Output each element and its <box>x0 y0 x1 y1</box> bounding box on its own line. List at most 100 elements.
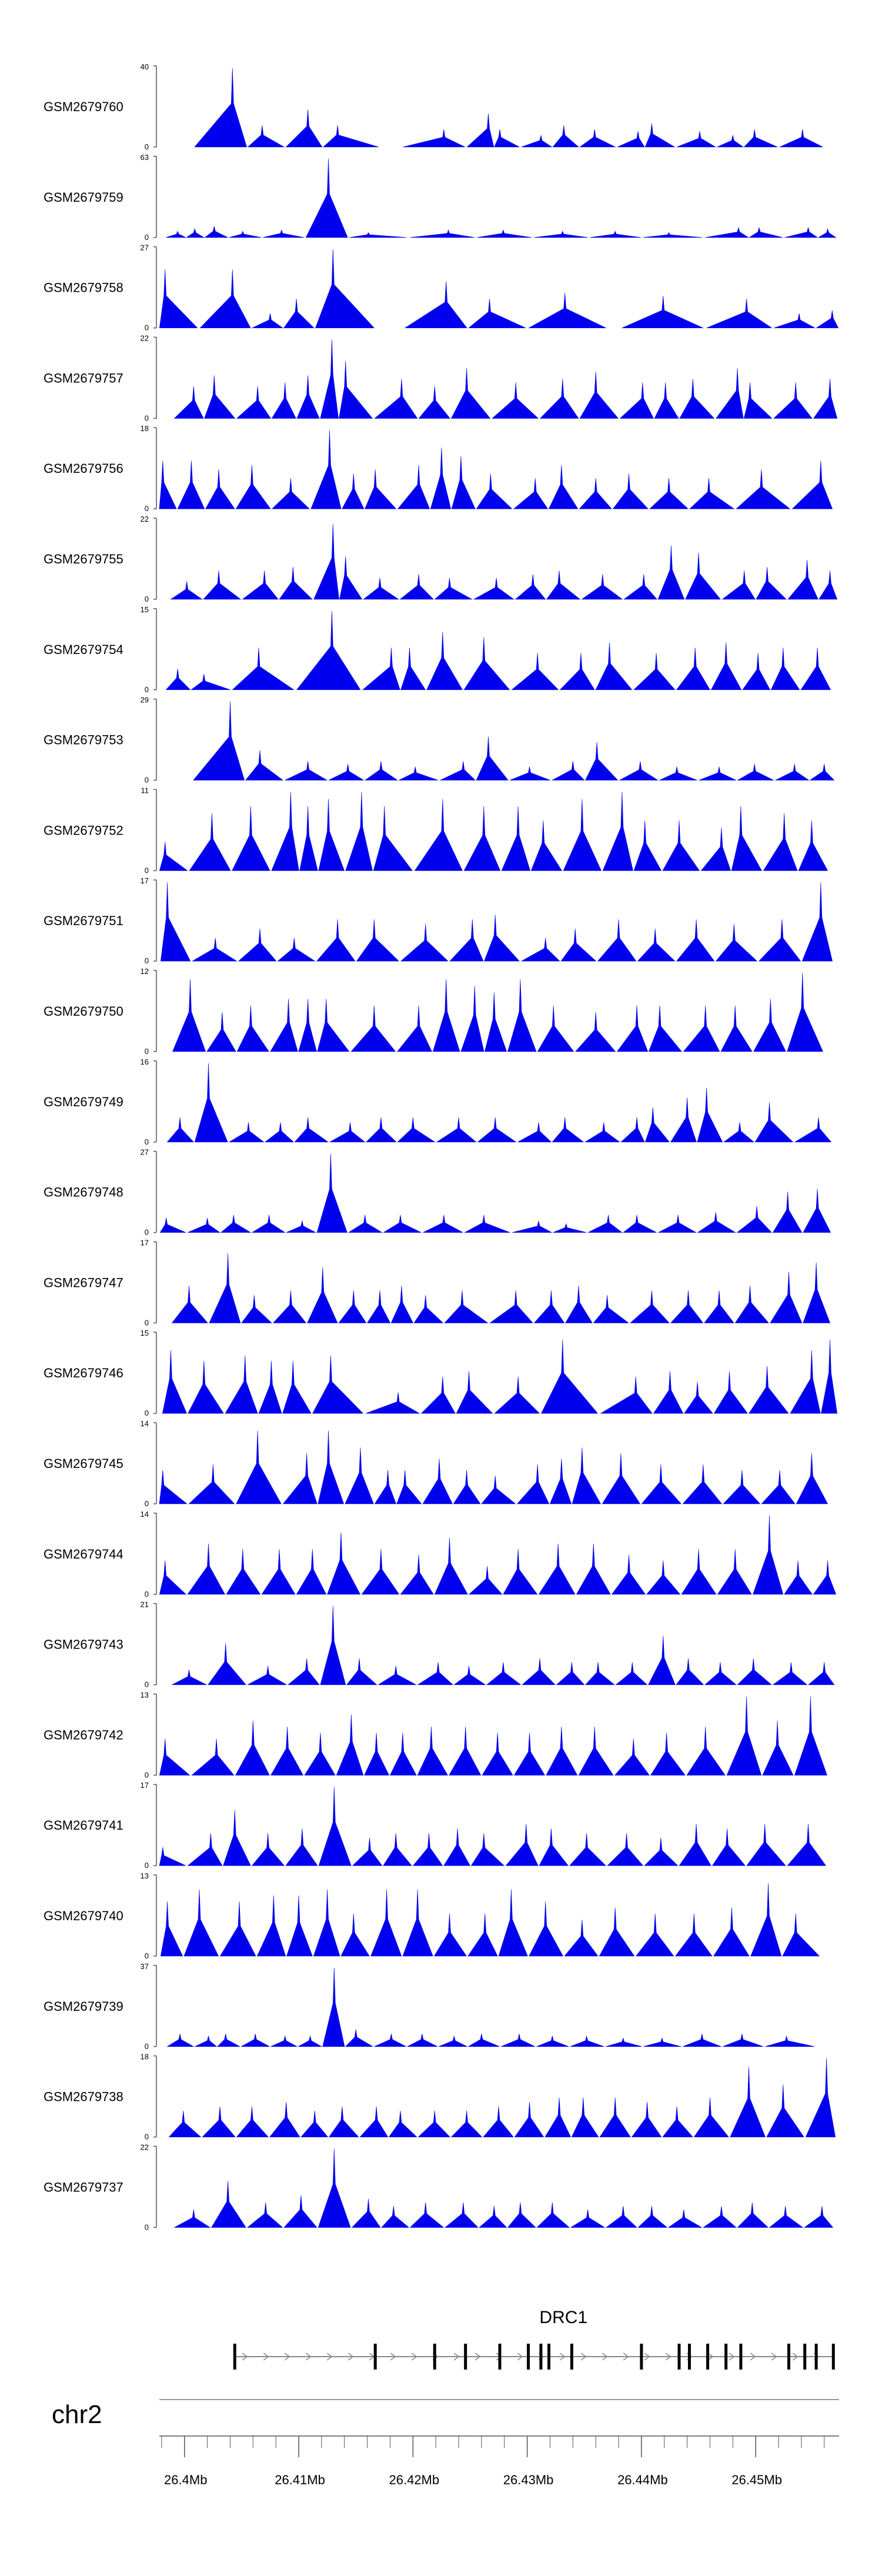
coverage-peak <box>350 1005 396 1052</box>
coverage-peak <box>537 1005 574 1052</box>
coverage-peak <box>283 298 315 328</box>
coverage-track: GSM2679748 27 0 <box>44 1148 831 1237</box>
track-label: GSM2679743 <box>44 1637 123 1652</box>
chromosome-label: chr2 <box>52 2400 102 2429</box>
coverage-peak <box>286 1220 316 1233</box>
track-label: GSM2679753 <box>44 733 123 748</box>
coverage-peak <box>766 2084 804 2137</box>
coverage-peak <box>477 1117 517 1143</box>
coverage-peak <box>299 806 318 871</box>
coverage-peak <box>296 610 361 690</box>
coverage-peak <box>159 1847 186 1866</box>
track-label: GSM2679746 <box>44 1366 123 1380</box>
coverage-peak <box>440 761 476 780</box>
coverage-peak <box>593 1295 629 1323</box>
coverage-peak <box>579 372 619 419</box>
coverage-peak <box>336 1714 364 1776</box>
coverage-peak <box>318 2148 351 2228</box>
strand-chevron <box>729 2353 735 2361</box>
track-label: GSM2679757 <box>44 371 123 385</box>
coverage-peak <box>560 928 597 962</box>
strand-chevron <box>411 2353 417 2361</box>
coverage-peak <box>801 882 833 962</box>
coverage-peak <box>803 1262 831 1323</box>
coverage-peak <box>464 1214 510 1233</box>
coverage-peak <box>365 1117 397 1143</box>
coverage-peak <box>172 979 206 1052</box>
coverage-peak <box>706 298 773 328</box>
coverage-peak <box>407 2034 438 2047</box>
coverage-peak <box>162 1350 187 1414</box>
coverage-peak <box>313 1889 340 1957</box>
coverage-peak <box>159 1217 186 1233</box>
coverage-track: GSM2679743 21 0 <box>44 1600 835 1689</box>
coverage-peak <box>236 1430 282 1504</box>
coverage-track: GSM2679740 13 0 <box>44 1871 820 1960</box>
coverage-peak <box>614 1739 650 1776</box>
y-min-label: 0 <box>145 1770 149 1779</box>
coverage-peak <box>704 1290 734 1323</box>
coverage-peak <box>397 1005 432 1052</box>
coverage-peak <box>670 1290 704 1323</box>
coverage-peak <box>737 2202 769 2228</box>
coverage-peak <box>469 1566 503 1595</box>
coverage-peak <box>492 382 539 419</box>
coverage-peak <box>463 637 510 690</box>
track-label: GSM2679748 <box>44 1185 123 1200</box>
exon <box>803 2344 807 2370</box>
y-max-label: 17 <box>141 1781 149 1790</box>
coverage-track: GSM2679741 17 0 <box>44 1781 827 1870</box>
coverage-peak <box>402 1889 433 1957</box>
coverage-peak <box>787 972 823 1052</box>
coverage-peak <box>202 2106 236 2137</box>
strand-chevron <box>263 2353 269 2361</box>
exon <box>233 2344 236 2370</box>
coverage-peak <box>270 1726 304 1776</box>
coverage-peak <box>285 761 328 780</box>
track-label: GSM2679740 <box>44 1908 123 1923</box>
coverage-peak <box>286 1895 313 1957</box>
coverage-track: GSM2679746 15 0 <box>44 1329 838 1417</box>
y-min-label: 0 <box>145 323 149 332</box>
coverage-peak <box>605 2037 642 2047</box>
coverage-peak <box>514 574 546 600</box>
y-min-label: 0 <box>145 2223 149 2231</box>
coverage-peak <box>473 578 514 600</box>
exon <box>687 2344 691 2370</box>
coverage-peak <box>348 1214 383 1233</box>
track-label: GSM2679759 <box>44 190 123 205</box>
coverage-peak <box>657 545 685 600</box>
coverage-peak <box>188 1360 224 1414</box>
strand-chevron <box>644 2353 650 2361</box>
coverage-peak <box>818 570 838 600</box>
coverage-peak <box>432 979 460 1052</box>
coverage-peak <box>423 1214 463 1233</box>
y-max-label: 15 <box>141 1329 149 1337</box>
coverage-peak <box>630 1290 670 1323</box>
strand-chevron <box>453 2353 460 2361</box>
coverage-peak <box>584 1122 620 1143</box>
coverage-peak <box>236 386 272 419</box>
exon <box>677 2344 681 2370</box>
track-label: GSM2679737 <box>44 2180 123 2194</box>
coverage-peak <box>605 2205 637 2228</box>
coverage-peak <box>269 2101 300 2137</box>
coverage-peak <box>650 1733 686 1776</box>
y-max-label: 18 <box>141 424 149 433</box>
coverage-peak <box>373 806 413 871</box>
track-label: GSM2679738 <box>44 2090 123 2104</box>
coverage-peak <box>342 473 365 509</box>
y-min-label: 0 <box>145 142 149 151</box>
coverage-peak <box>285 1828 318 1866</box>
coverage-peak <box>559 653 595 690</box>
coverage-peak <box>484 915 520 962</box>
y-min-label: 0 <box>145 2133 149 2141</box>
coverage-peak <box>607 1833 644 1866</box>
coverage-peak <box>571 2097 599 2137</box>
coverage-peak <box>556 1662 585 1685</box>
coverage-peak <box>579 129 616 148</box>
coverage-peak <box>476 736 509 780</box>
coverage-peak <box>564 1920 599 1957</box>
coverage-peak <box>312 1355 364 1414</box>
coverage-peak <box>426 632 463 690</box>
